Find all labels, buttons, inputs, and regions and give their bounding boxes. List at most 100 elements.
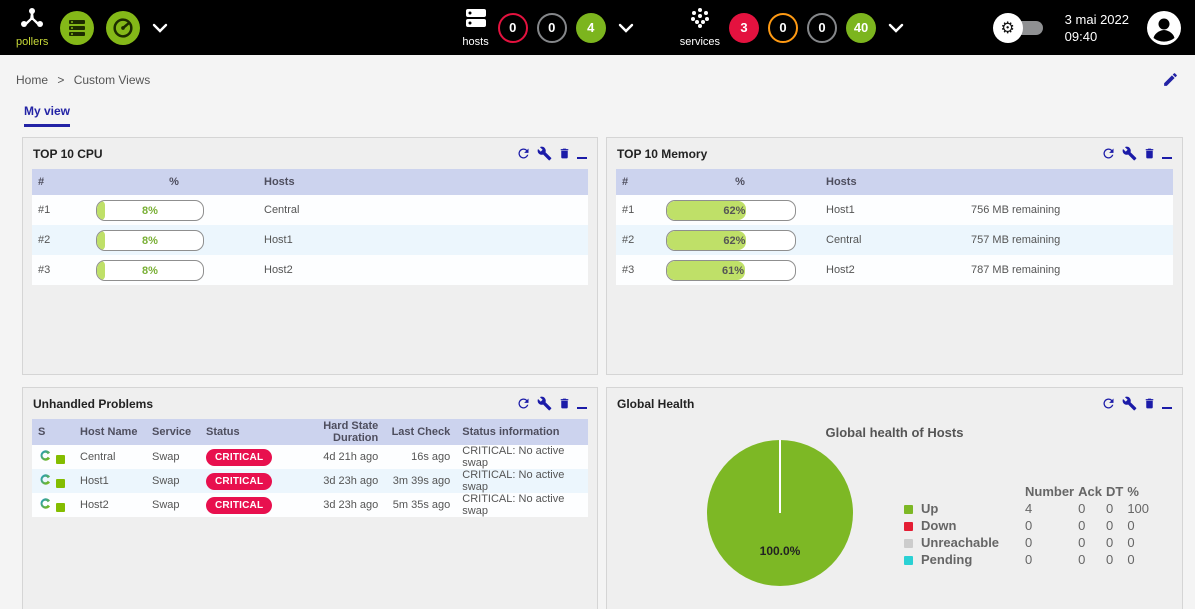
memory-remaining: 756 MB remaining bbox=[971, 204, 1061, 216]
services-chevron-down-icon[interactable] bbox=[888, 23, 904, 33]
services-icon bbox=[688, 7, 712, 34]
pollers-menu[interactable]: pollers bbox=[16, 7, 48, 48]
refresh-icon[interactable] bbox=[1101, 146, 1116, 161]
host-name[interactable]: Host2 bbox=[264, 264, 293, 276]
wrench-icon[interactable] bbox=[1122, 146, 1137, 161]
col-rank: # bbox=[32, 169, 90, 195]
cpu-row: #1 8% Central bbox=[32, 195, 588, 225]
legend-row-down: Down 0 0 0 0 bbox=[902, 517, 1151, 534]
trash-icon[interactable] bbox=[558, 396, 571, 411]
percent-label: 62% bbox=[723, 234, 746, 247]
pollers-label: pollers bbox=[16, 36, 49, 48]
problem-row: Central Swap CRITICAL 4d 21h ago 16s ago… bbox=[32, 445, 588, 469]
minimize-icon[interactable] bbox=[1162, 149, 1172, 159]
service-name[interactable]: Swap bbox=[152, 499, 180, 511]
service-name[interactable]: Swap bbox=[152, 451, 180, 463]
legend-pct: 100 bbox=[1127, 501, 1150, 516]
legend-number: 0 bbox=[1025, 535, 1033, 550]
host-name[interactable]: Central bbox=[826, 234, 862, 246]
last-check: 3m 39s ago bbox=[392, 475, 451, 487]
minimize-icon[interactable] bbox=[577, 149, 587, 159]
host-name[interactable]: Host2 bbox=[826, 264, 855, 276]
refresh-icon[interactable] bbox=[516, 146, 531, 161]
host-name[interactable]: Central bbox=[264, 204, 300, 216]
col-host: Host Name bbox=[74, 419, 146, 445]
host-name[interactable]: Host1 bbox=[826, 204, 855, 216]
memory-remaining: 787 MB remaining bbox=[971, 264, 1061, 276]
poller-list-button[interactable] bbox=[60, 10, 95, 45]
minimize-icon[interactable] bbox=[577, 399, 587, 409]
panel-unhandled-problems: Unhandled Problems S Host Name Service S… bbox=[22, 387, 598, 609]
refresh-icon[interactable] bbox=[1101, 396, 1116, 411]
rank: #2 bbox=[622, 234, 635, 246]
hosts-down-counter[interactable]: 0 bbox=[497, 12, 528, 43]
centreon-logo-icon bbox=[38, 474, 53, 489]
pending-color-swatch bbox=[904, 556, 913, 566]
problems-table: S Host Name Service Status Hard State Du… bbox=[32, 419, 588, 517]
legend-col-dt: DT bbox=[1105, 484, 1124, 499]
services-menu[interactable]: services bbox=[680, 7, 720, 48]
host-name[interactable]: Host1 bbox=[264, 234, 293, 246]
host-name[interactable]: Host1 bbox=[80, 475, 109, 487]
memory-table: # % Hosts #1 62% Host1 756 MB remaining … bbox=[616, 169, 1173, 285]
memory-usage-bar: 62% bbox=[666, 229, 796, 251]
panel-title: TOP 10 CPU bbox=[33, 146, 103, 161]
top-navigation-bar: pollers hosts 0 0 4 services bbox=[0, 0, 1195, 55]
col-s: S bbox=[32, 419, 74, 445]
user-avatar[interactable] bbox=[1147, 10, 1181, 45]
services-unknown-counter[interactable]: 0 bbox=[807, 12, 838, 43]
hosts-chevron-down-icon[interactable] bbox=[618, 23, 634, 33]
col-service: Service bbox=[146, 419, 200, 445]
services-warning-counter[interactable]: 0 bbox=[768, 12, 799, 43]
services-ok-counter[interactable]: 40 bbox=[846, 12, 877, 43]
legend-pct: 0 bbox=[1127, 552, 1135, 567]
panel-title: Global Health bbox=[617, 396, 695, 411]
rank: #1 bbox=[622, 204, 635, 216]
wrench-icon[interactable] bbox=[537, 146, 552, 161]
memory-row: #3 61% Host2 787 MB remaining bbox=[616, 255, 1173, 285]
clock: 3 mai 2022 09:40 bbox=[1065, 11, 1129, 45]
col-rank: # bbox=[616, 169, 660, 195]
pollers-chevron-down-icon[interactable] bbox=[152, 23, 168, 33]
service-name[interactable]: Swap bbox=[152, 475, 180, 487]
legend-dt: 0 bbox=[1105, 501, 1114, 516]
legend-row-pending: Pending 0 0 0 0 bbox=[902, 551, 1151, 568]
wrench-icon[interactable] bbox=[1122, 396, 1137, 411]
edit-view-pencil-icon[interactable] bbox=[1162, 71, 1179, 88]
pie-legend: Number Ack DT % Up 4 0 0 100 Down 0 bbox=[902, 483, 1151, 568]
host-name[interactable]: Host2 bbox=[80, 499, 109, 511]
date-text: 3 mai 2022 bbox=[1064, 11, 1129, 27]
host-name[interactable]: Central bbox=[80, 451, 116, 463]
legend-label: Unreachable bbox=[921, 535, 1000, 550]
hosts-menu[interactable]: hosts bbox=[462, 7, 489, 48]
legend-row-up: Up 4 0 0 100 bbox=[902, 500, 1151, 517]
theme-toggle[interactable]: ⚙ bbox=[992, 12, 1043, 43]
legend-number: 4 bbox=[1025, 501, 1033, 516]
trash-icon[interactable] bbox=[558, 146, 571, 161]
legend-dt: 0 bbox=[1105, 552, 1114, 567]
breadcrumb-home[interactable]: Home bbox=[16, 72, 49, 87]
rank: #3 bbox=[38, 264, 51, 276]
hosts-unreachable-counter[interactable]: 0 bbox=[536, 12, 567, 43]
legend-row-unreachable: Unreachable 0 0 0 0 bbox=[902, 534, 1151, 551]
wrench-icon[interactable] bbox=[537, 396, 552, 411]
legend-pct: 0 bbox=[1127, 518, 1135, 533]
legend-ack: 0 bbox=[1078, 518, 1086, 533]
services-critical-counter[interactable]: 3 bbox=[729, 12, 760, 43]
tab-my-view[interactable]: My view bbox=[24, 104, 71, 127]
cpu-usage-bar: 8% bbox=[96, 259, 204, 281]
last-check: 5m 35s ago bbox=[392, 499, 451, 511]
breadcrumb-current[interactable]: Custom Views bbox=[73, 72, 151, 87]
poller-gauge-button[interactable] bbox=[106, 10, 141, 45]
hosts-up-counter[interactable]: 4 bbox=[575, 12, 606, 43]
panel-title: Unhandled Problems bbox=[33, 396, 154, 411]
col-hosts: Hosts bbox=[820, 169, 965, 195]
legend-ack: 0 bbox=[1078, 501, 1086, 516]
trash-icon[interactable] bbox=[1143, 396, 1156, 411]
cpu-usage-bar: 8% bbox=[96, 199, 204, 221]
refresh-icon[interactable] bbox=[516, 396, 531, 411]
legend-ack: 0 bbox=[1078, 535, 1086, 550]
minimize-icon[interactable] bbox=[1162, 399, 1172, 409]
trash-icon[interactable] bbox=[1143, 146, 1156, 161]
col-hosts: Hosts bbox=[258, 169, 588, 195]
